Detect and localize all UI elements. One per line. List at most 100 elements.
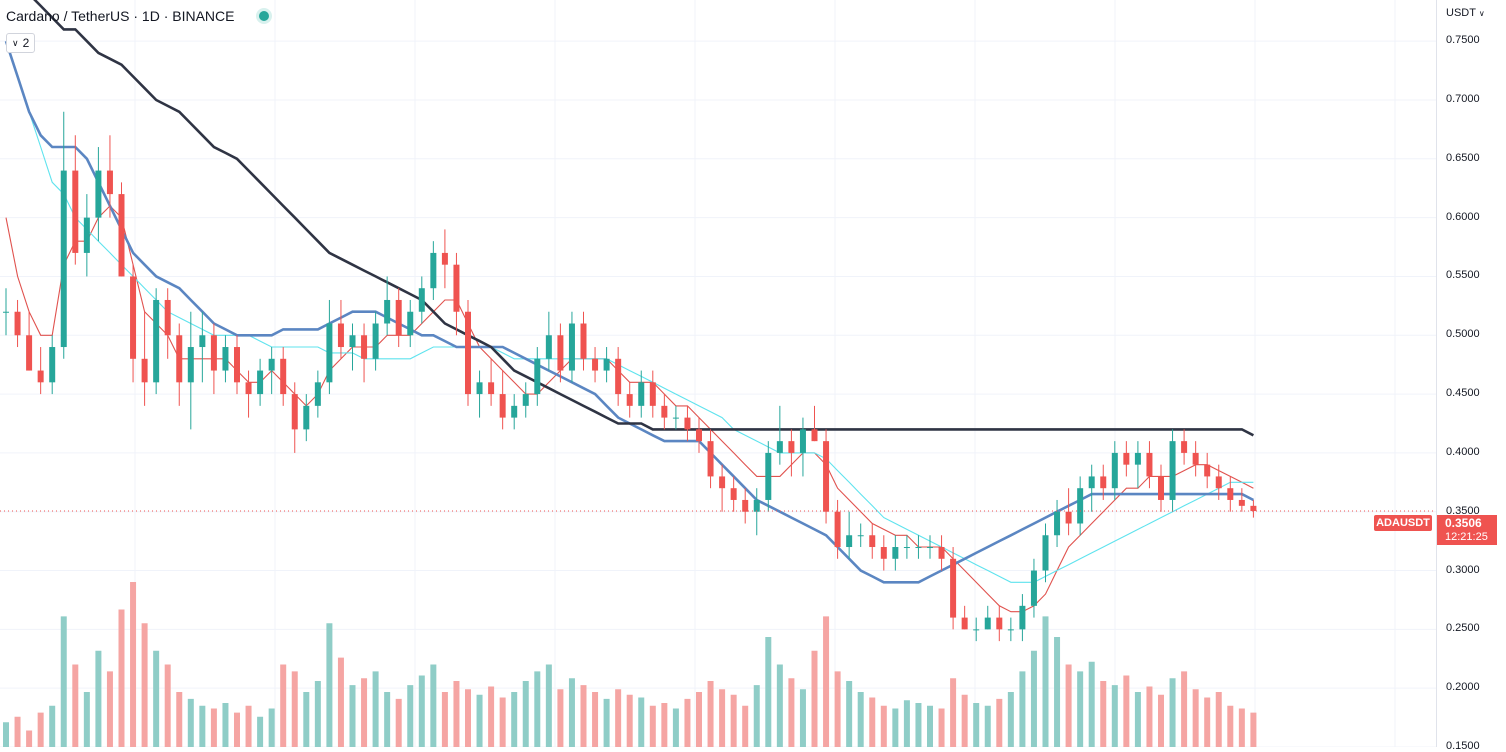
volume-bar [707,681,714,747]
candle-body [811,429,818,442]
candle-body [950,558,957,618]
volume-bar [672,708,679,747]
volume-bar [72,664,79,747]
volume-bar [719,689,726,747]
candle-body [522,394,529,406]
candle-body [938,547,945,559]
volume-bar [1215,692,1222,747]
volume-bar [788,678,795,747]
volume-bar [49,705,56,747]
candle-body [880,547,887,559]
volume-bar [384,692,391,747]
candle-body [280,358,287,395]
candle-body [257,370,264,395]
chart-area[interactable] [0,0,1436,747]
volume-bar [1100,681,1107,747]
volume-bar [950,678,957,747]
candle-body [661,405,668,418]
symbol-title[interactable]: Cardano / TetherUS · 1D · BINANCE [6,8,235,24]
volume-bar [684,698,691,747]
moving-average-line-1 [5,41,1254,583]
volume-bar [326,623,333,747]
candle-body [649,382,656,406]
candle-body [349,335,356,348]
candle-body [476,382,483,395]
candle-body [765,452,772,500]
price-tick-label: 0.4000 [1446,445,1480,458]
candle-body [1238,499,1245,506]
candle-body [337,323,344,348]
volume-bar [661,703,668,747]
volume-bar [407,685,414,747]
volume-bar [1054,637,1061,747]
candle-body [372,323,379,359]
candle-body [1158,476,1164,500]
candle-body [314,382,321,406]
candle-body [3,311,9,313]
volume-bar [857,692,864,747]
volume-bar [60,616,67,747]
price-tick-label: 0.7500 [1446,34,1480,47]
candle-body [915,547,922,549]
volume-bar [1007,692,1014,747]
candle-body [465,311,471,395]
volume-bar [199,705,206,747]
candle-body [1054,511,1061,536]
candle-body [603,358,610,371]
candle-body [557,335,564,371]
candle-body [753,499,760,512]
candle-body [823,441,830,512]
candle-body [788,441,795,453]
volume-bar [1088,661,1095,747]
volume-bar [1019,671,1026,747]
price-tick-label: 0.7000 [1446,92,1480,105]
volume-bar [257,716,264,747]
indicator-toggle-button[interactable]: ∨ 2 [6,33,36,53]
candle-body [1007,629,1014,631]
price-axis[interactable] [1436,0,1506,747]
chevron-down-icon: ∨ [1478,9,1485,18]
volume-bar [511,692,518,747]
volume-bar [984,705,991,747]
volume-bar [176,692,183,747]
candle-body [672,417,679,419]
candlestick-chart[interactable] [0,0,1436,747]
volume-bar [280,664,287,747]
candle-body [60,170,67,348]
candle-body [384,299,391,324]
volume-bar [234,712,240,747]
volume-bar [37,712,44,747]
volume-bar [915,703,922,747]
volume-bar [349,685,356,747]
volume-bar [268,708,275,747]
volume-bar [245,705,252,747]
volume-bar [222,703,229,747]
candle-body [638,382,645,406]
volume-bar [118,609,125,747]
candle-body [984,617,991,630]
currency-select[interactable]: USDT ∨ [1446,7,1485,19]
candle-body [141,358,148,383]
volume-bar [615,689,622,747]
candle-body [1065,511,1072,524]
volume-bar [337,657,344,747]
moving-average-line-2 [4,40,1254,584]
price-tick-label: 0.4500 [1446,387,1480,400]
volume-bar [26,730,33,747]
indicator-count: 2 [22,36,30,50]
candle-body [1192,452,1199,465]
volume-bar [499,697,506,747]
last-price-tag: 0.3506 12:21:25 [1437,515,1497,545]
volume-bar [765,637,772,747]
volume-bar [430,664,437,747]
candle-body [499,394,506,418]
volume-bar [592,692,599,747]
candle-body [961,617,968,630]
bar-countdown: 12:21:25 [1445,531,1488,543]
candle-body [719,476,726,489]
candle-body [707,441,714,477]
volume-bar [1192,689,1199,747]
volume-bar [823,616,830,747]
candle-body [361,335,368,359]
volume-bar [742,705,749,747]
